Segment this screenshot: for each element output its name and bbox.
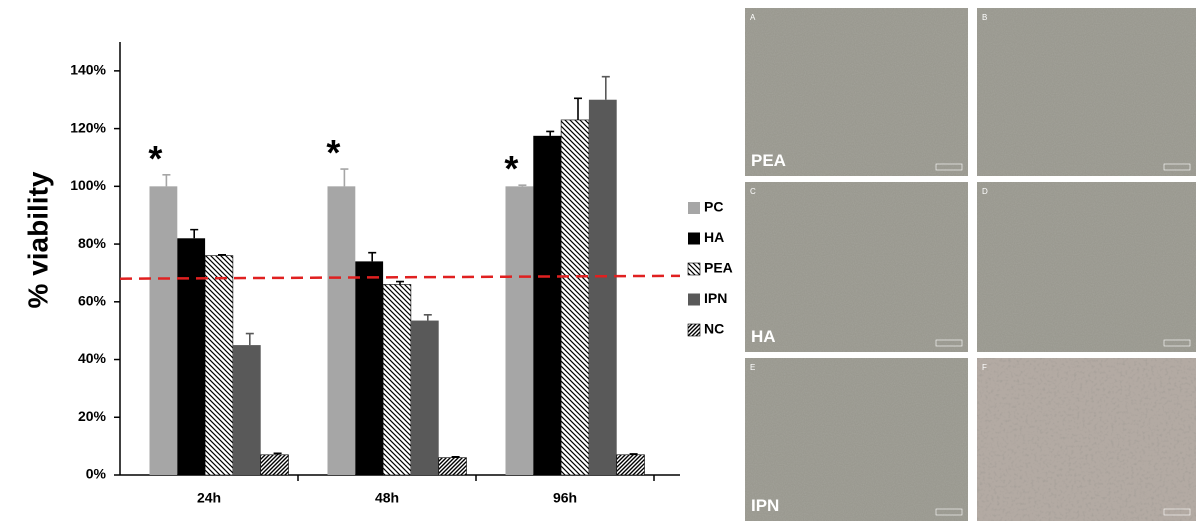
micrograph: E IPN (745, 358, 968, 521)
micrograph: B (977, 8, 1196, 176)
panel-letter: E (750, 363, 755, 372)
y-tick-label: 140% (70, 62, 106, 78)
panel-label: PEA (751, 151, 786, 170)
panel-letter: D (982, 187, 988, 196)
error-bar (340, 169, 348, 186)
error-bar (574, 98, 582, 120)
panel-label: IPN (751, 496, 779, 515)
micrograph: D (977, 182, 1196, 352)
bar (328, 186, 356, 475)
y-tick-label: 0% (86, 466, 107, 482)
bar (233, 345, 261, 475)
error-bar (218, 255, 226, 256)
panel-letter: F (982, 363, 987, 372)
legend-label: HA (704, 229, 724, 245)
bar (177, 238, 205, 475)
legend-swatch (688, 233, 700, 245)
y-axis-label: % viability (22, 171, 53, 308)
micrograph-texture (745, 182, 968, 352)
bar (506, 186, 534, 475)
error-bar (368, 253, 376, 262)
legend-label: PC (704, 199, 723, 215)
legend-swatch (688, 294, 700, 306)
micrograph-texture (977, 182, 1196, 352)
error-bar (546, 131, 554, 135)
bar (150, 186, 178, 475)
annotation: * (504, 148, 518, 189)
legend-label: NC (704, 321, 724, 337)
x-tick-label: 48h (375, 490, 399, 506)
panel-letter: A (750, 13, 756, 22)
error-bar (190, 230, 198, 239)
bar (411, 321, 439, 475)
x-tick-label: 24h (197, 490, 221, 506)
error-bar (518, 185, 526, 186)
bar (439, 458, 467, 475)
micrograph: A PEA (745, 8, 968, 176)
error-bar (246, 334, 254, 346)
error-bar (452, 457, 460, 458)
y-tick-label: 100% (70, 177, 106, 193)
legend-label: IPN (704, 290, 727, 306)
error-bar (630, 454, 638, 455)
legend-label: PEA (704, 260, 733, 276)
legend-swatch (688, 324, 700, 336)
bar (383, 284, 411, 475)
micrograph-texture (977, 8, 1196, 176)
micrograph-texture (977, 358, 1196, 521)
micrograph: C HA (745, 182, 968, 352)
annotation: * (326, 132, 340, 173)
error-bar (424, 315, 432, 321)
legend-swatch (688, 263, 700, 275)
y-tick-label: 80% (78, 235, 107, 251)
y-tick-label: 120% (70, 119, 106, 135)
y-tick-label: 20% (78, 408, 107, 424)
bar (205, 256, 233, 475)
y-tick-label: 60% (78, 293, 107, 309)
legend-swatch (688, 202, 700, 214)
bar (561, 120, 589, 475)
error-bar (396, 282, 404, 285)
error-bar (602, 77, 610, 100)
bar (355, 261, 383, 475)
error-bar (162, 175, 170, 187)
bar (617, 455, 645, 475)
panel-letter: C (750, 187, 756, 196)
panel-label: HA (751, 327, 776, 346)
bar (261, 455, 289, 475)
x-tick-label: 96h (553, 490, 577, 506)
panel-letter: B (982, 13, 987, 22)
micrograph: F (977, 358, 1196, 521)
y-tick-label: 40% (78, 350, 107, 366)
bar (533, 136, 561, 475)
page: % viability 0% 20% 40% 60% 80% 100% 120% 140% 24… (0, 0, 1196, 526)
figure: % viability 0% 20% 40% 60% 80% 100% 120% 140% 24… (0, 0, 1196, 521)
bar (589, 100, 617, 475)
annotation: * (148, 138, 162, 179)
